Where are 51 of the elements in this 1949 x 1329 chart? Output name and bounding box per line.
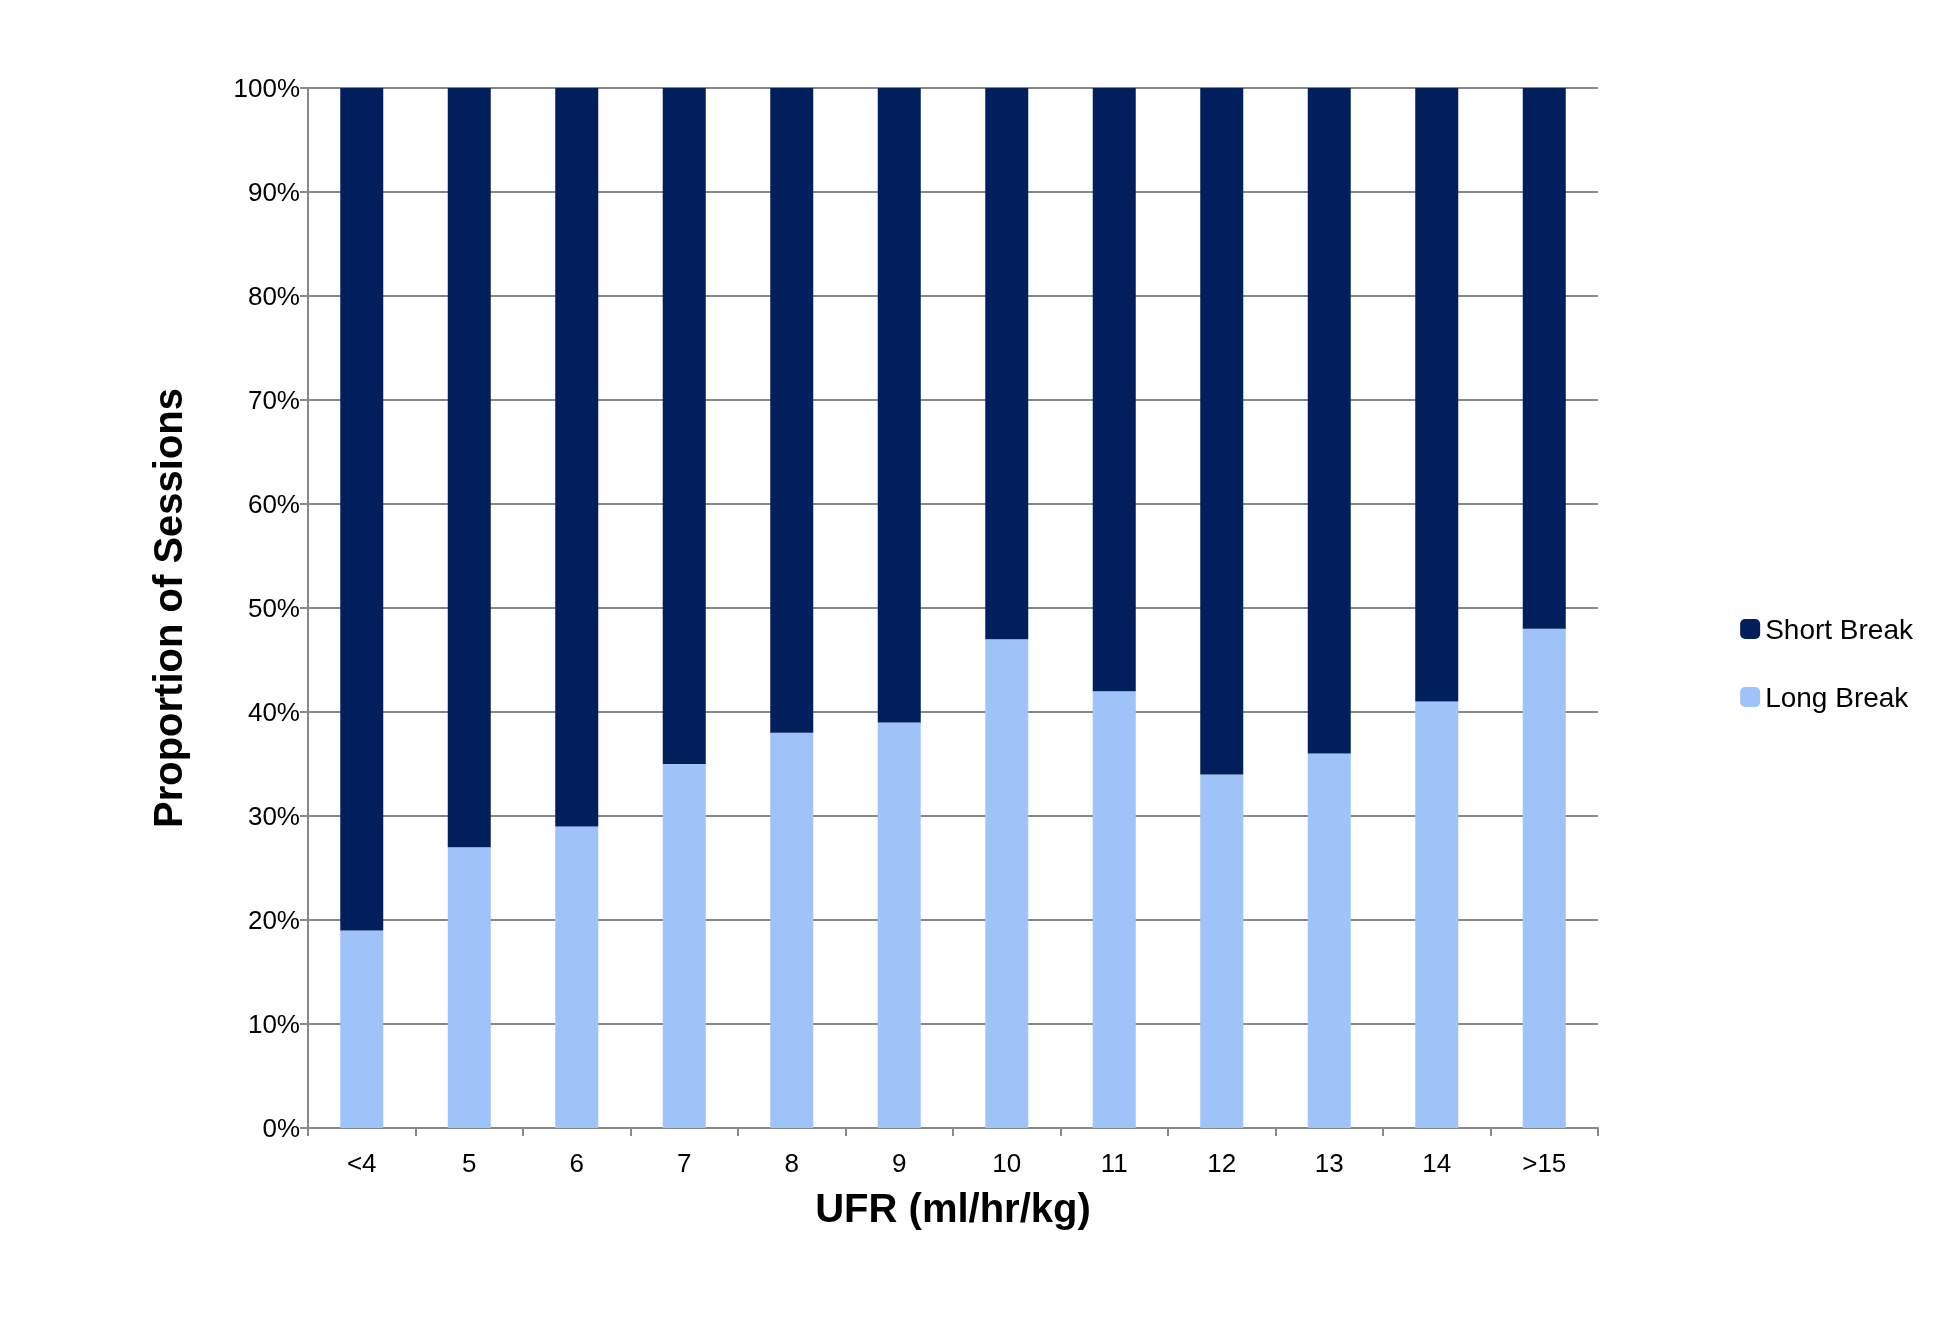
bar <box>662 88 706 764</box>
bar <box>1092 88 1136 692</box>
bar <box>1415 88 1459 702</box>
x-tick-label: 7 <box>677 1148 692 1178</box>
x-tick-label: 6 <box>569 1148 584 1178</box>
bar <box>340 930 384 1128</box>
y-tick-label: 0% <box>262 1113 300 1143</box>
y-tick-label: 10% <box>247 1009 300 1039</box>
bar <box>770 88 814 733</box>
x-tick-label: 13 <box>1314 1148 1344 1178</box>
bar <box>1522 88 1566 629</box>
bar <box>555 826 599 1128</box>
bar <box>985 88 1029 640</box>
bar <box>877 88 921 723</box>
bar <box>1307 753 1351 1128</box>
bar <box>1092 691 1136 1128</box>
x-tick-label: 9 <box>892 1148 907 1178</box>
bar <box>662 764 706 1128</box>
y-axis-title: Proportion of Sessions <box>146 387 190 829</box>
bar <box>555 88 599 827</box>
y-tick-label: 50% <box>247 593 300 623</box>
bar <box>447 88 491 848</box>
legend-label: Long Break <box>1765 681 1910 713</box>
y-tick-label: 70% <box>247 385 300 415</box>
bar <box>1522 628 1566 1128</box>
y-tick-label: 100% <box>233 73 300 103</box>
bar <box>1415 701 1459 1128</box>
y-tick-label: 80% <box>247 281 300 311</box>
x-tick-label: 10 <box>992 1148 1022 1178</box>
bar <box>1307 88 1351 754</box>
bar <box>1200 774 1244 1128</box>
y-tick-label: 60% <box>247 489 300 519</box>
x-tick-label: 12 <box>1207 1148 1237 1178</box>
y-tick-label: 90% <box>247 177 300 207</box>
legend-label: Short Break <box>1765 613 1914 645</box>
bar <box>340 88 384 931</box>
bar <box>985 639 1029 1128</box>
y-tick-label: 20% <box>247 905 300 935</box>
bar <box>877 722 921 1128</box>
bar <box>447 847 491 1128</box>
x-axis-title: UFR (ml/hr/kg) <box>815 1186 1091 1230</box>
bar <box>770 732 814 1128</box>
x-tick-label: 11 <box>1100 1148 1128 1178</box>
x-tick-label: <4 <box>346 1148 377 1178</box>
x-tick-label: 8 <box>784 1148 799 1178</box>
x-tick-label: 5 <box>462 1148 477 1178</box>
x-tick-label: >15 <box>1522 1148 1567 1178</box>
y-tick-label: 40% <box>247 697 300 727</box>
bar <box>1200 88 1244 775</box>
y-tick-label: 30% <box>247 801 300 831</box>
x-tick-label: 14 <box>1422 1148 1452 1178</box>
